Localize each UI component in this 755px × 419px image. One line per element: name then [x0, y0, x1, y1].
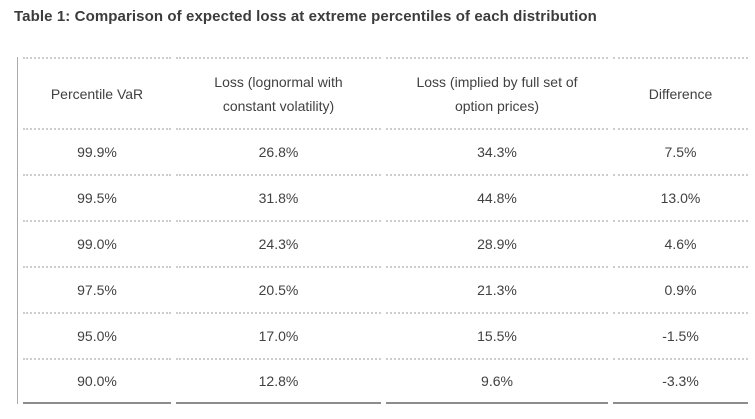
table-cell: 7.5%: [613, 128, 748, 174]
table-cell: -3.3%: [613, 358, 748, 404]
table-cell: 34.3%: [386, 128, 608, 174]
table-cell: 15.5%: [386, 312, 608, 358]
table-row: 99.5% 31.8% 44.8% 13.0%: [23, 174, 748, 220]
table-cell: 99.5%: [23, 174, 171, 220]
table-cell: -1.5%: [613, 312, 748, 358]
table-cell: 17.0%: [176, 312, 381, 358]
table-cell: 31.8%: [176, 174, 381, 220]
table-cell: 20.5%: [176, 266, 381, 312]
table-row: 95.0% 17.0% 15.5% -1.5%: [23, 312, 748, 358]
table-cell: 28.9%: [386, 220, 608, 266]
column-header-loss-lognormal: Loss (lognormal with constant volatility…: [176, 57, 381, 128]
table-cell: 90.0%: [23, 358, 171, 404]
table-cell: 21.3%: [386, 266, 608, 312]
table-cell: 97.5%: [23, 266, 171, 312]
table-cell: 95.0%: [23, 312, 171, 358]
table-cell: 9.6%: [386, 358, 608, 404]
table-cell: 26.8%: [176, 128, 381, 174]
table-cell: 99.9%: [23, 128, 171, 174]
table-cell: 12.8%: [176, 358, 381, 404]
table-row: 99.9% 26.8% 34.3% 7.5%: [23, 128, 748, 174]
table-row: 90.0% 12.8% 9.6% -3.3%: [23, 358, 748, 404]
data-table: Percentile VaR Loss (lognormal with cons…: [17, 57, 753, 404]
table-row: 97.5% 20.5% 21.3% 0.9%: [23, 266, 748, 312]
table-title: Table 1: Comparison of expected loss at …: [14, 8, 597, 25]
table-cell: 13.0%: [613, 174, 748, 220]
column-header-loss-implied: Loss (implied by full set of option pric…: [386, 57, 608, 128]
table-cell: 24.3%: [176, 220, 381, 266]
header-row: Percentile VaR Loss (lognormal with cons…: [23, 57, 748, 128]
table-cell: 44.8%: [386, 174, 608, 220]
table-cell: 99.0%: [23, 220, 171, 266]
table-row: 99.0% 24.3% 28.9% 4.6%: [23, 220, 748, 266]
table-cell: 4.6%: [613, 220, 748, 266]
column-header-percentile-var: Percentile VaR: [23, 57, 171, 128]
table-cell: 0.9%: [613, 266, 748, 312]
column-header-difference: Difference: [613, 57, 748, 128]
